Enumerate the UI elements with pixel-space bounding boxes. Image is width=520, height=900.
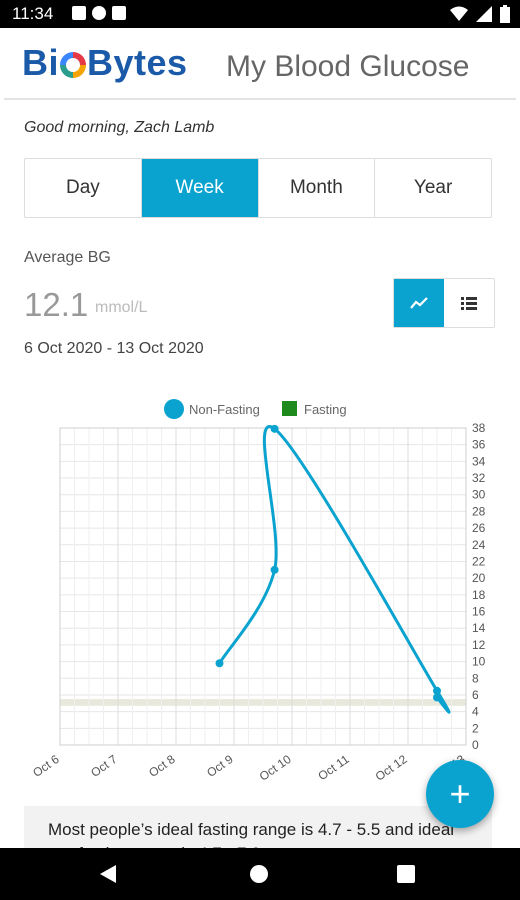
average-bg-value: 12.1 (24, 286, 89, 323)
y-tick-label: 34 (472, 454, 486, 468)
nonfasting-data-point (433, 693, 441, 702)
x-tick-label: Oct 8 (146, 752, 178, 780)
shield-notification-icon (92, 6, 106, 20)
y-tick-label: 6 (472, 688, 479, 702)
wifi-icon (450, 6, 468, 21)
y-tick-label: 4 (472, 705, 479, 719)
x-tick-label: Oct 7 (88, 752, 120, 780)
y-tick-label: 20 (472, 571, 486, 585)
y-tick-label: 10 (472, 655, 486, 669)
logo-prefix: Bi (22, 42, 59, 83)
legend-fasting-marker (282, 401, 297, 416)
legend-nonfasting-label: Non-Fasting (189, 402, 260, 417)
date-range: 6 Oct 2020 - 13 Oct 2020 (24, 340, 204, 357)
nonfasting-data-point (270, 424, 279, 433)
y-tick-label: 36 (472, 438, 486, 452)
status-bar: 11:34 (0, 0, 520, 28)
plot-border (59, 427, 467, 746)
y-tick-label: 18 (472, 588, 486, 602)
trend-line-icon (410, 297, 428, 309)
y-tick-label: 12 (472, 638, 486, 652)
sd-card-notification-icon (112, 6, 126, 20)
nonfasting-data-point (215, 659, 224, 668)
period-selector: Day Week Month Year (24, 158, 492, 218)
x-tick-label: Oct 9 (204, 752, 236, 780)
status-time: 11:34 (12, 4, 54, 23)
logo-circle-icon (60, 52, 86, 78)
chart-view-button[interactable] (394, 279, 444, 327)
nonfasting-data-point (270, 565, 279, 574)
biobytes-logo: Bi Bytes (22, 42, 188, 84)
page-title: My Blood Glucose (226, 50, 470, 83)
y-tick-label: 30 (472, 488, 486, 502)
list-icon (461, 297, 477, 310)
y-tick-label: 16 (472, 605, 486, 619)
back-icon[interactable] (100, 865, 116, 883)
x-tick-label: Oct 11 (315, 752, 352, 783)
nonfasting-data-point (433, 686, 441, 695)
tab-day[interactable]: Day (25, 159, 142, 217)
recent-apps-icon[interactable] (397, 865, 415, 883)
y-tick-label: 2 (472, 721, 479, 735)
y-tick-label: 0 (472, 738, 479, 752)
y-tick-label: 38 (472, 421, 486, 435)
list-view-button[interactable] (444, 279, 494, 327)
y-tick-label: 14 (472, 621, 486, 635)
system-icons (450, 5, 510, 23)
y-tick-label: 24 (472, 538, 486, 552)
battery-icon (500, 5, 510, 23)
y-tick-label: 26 (472, 521, 486, 535)
average-bg-label: Average BG (24, 249, 111, 266)
plus-icon: + (449, 773, 471, 814)
blood-glucose-chart: Non-Fasting Fasting0246810121416182022242… (30, 399, 486, 784)
average-bg-unit: mmol/L (95, 299, 148, 316)
legend-nonfasting-marker (164, 399, 184, 419)
greeting-text: Good morning, Zach Lamb (24, 119, 215, 136)
tab-week[interactable]: Week (141, 159, 259, 217)
nonfasting-series-line (218, 425, 451, 714)
navigation-bar (0, 848, 520, 900)
home-icon[interactable] (250, 865, 268, 883)
gallery-notification-icon (72, 6, 86, 20)
y-tick-label: 32 (472, 471, 486, 485)
y-tick-label: 22 (472, 554, 486, 568)
view-toggle (393, 278, 495, 328)
tab-year[interactable]: Year (413, 177, 453, 198)
add-reading-button[interactable]: + (426, 760, 494, 828)
signal-icon (476, 6, 492, 22)
x-tick-label: Oct 12 (373, 752, 410, 784)
x-tick-label: Oct 10 (257, 752, 294, 784)
tab-month[interactable]: Month (259, 159, 376, 217)
logo-suffix: Bytes (87, 42, 188, 83)
y-tick-label: 8 (472, 671, 479, 685)
notification-icons (72, 6, 126, 20)
legend-fasting-label: Fasting (304, 402, 347, 417)
x-tick-label: Oct 6 (30, 752, 62, 780)
app-bar: Bi Bytes My Blood Glucose (4, 28, 516, 100)
y-tick-label: 28 (472, 504, 486, 518)
